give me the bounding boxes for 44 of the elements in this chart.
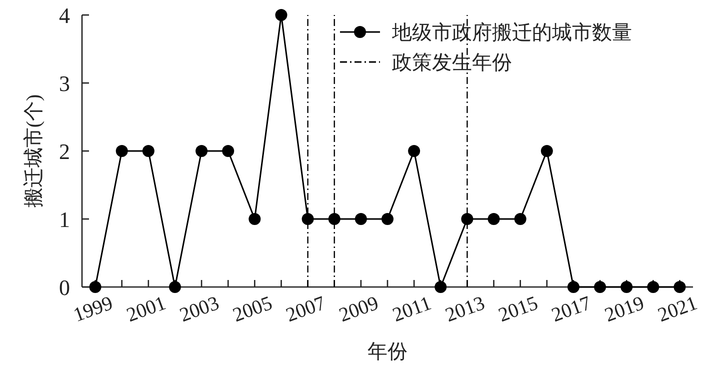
y-tick-label: 3: [59, 71, 70, 96]
y-tick-label: 2: [59, 139, 70, 164]
point: [408, 145, 420, 157]
point: [275, 9, 288, 21]
legend-label: 地级市政府搬迁的城市数量: [391, 22, 632, 44]
x-tick-label: 2007: [283, 292, 328, 327]
y-axis-title: 搬迁城市(个): [23, 94, 45, 208]
point: [168, 281, 181, 293]
point: [142, 145, 154, 157]
point: [594, 281, 606, 293]
point: [674, 281, 686, 293]
y-tick-label: 1: [59, 207, 70, 232]
point: [248, 213, 261, 225]
y-tick-label: 0: [59, 275, 70, 300]
x-tick-label: 2013: [442, 292, 488, 327]
point: [196, 145, 208, 157]
x-tick-label: 2019: [602, 292, 648, 327]
x-tick-label: 2017: [548, 292, 594, 327]
x-tick-label: 2015: [496, 292, 541, 327]
point: [222, 145, 234, 157]
point: [434, 281, 447, 293]
point: [488, 213, 500, 225]
x-tick-label: 1999: [70, 292, 116, 327]
x-tick-label: 2001: [124, 292, 169, 327]
point: [540, 145, 553, 157]
x-tick-label: 2021: [655, 292, 700, 327]
point: [461, 213, 474, 225]
point: [354, 213, 367, 225]
x-tick-label: 2003: [176, 292, 222, 327]
point: [514, 213, 526, 225]
point: [302, 213, 314, 225]
x-tick-label: 2009: [336, 292, 382, 327]
point: [567, 281, 580, 293]
x-axis-title: 年份: [368, 341, 408, 363]
point: [89, 281, 102, 293]
point: [382, 213, 394, 225]
x-tick-label: 2011: [390, 292, 434, 326]
point: [647, 281, 660, 293]
point: [620, 281, 633, 293]
x-tick-label: 2005: [230, 292, 276, 327]
point: [116, 145, 128, 157]
ref-line-label: 政策发生年份: [392, 52, 512, 74]
y-tick-label: 4: [59, 3, 70, 28]
point: [328, 213, 340, 225]
